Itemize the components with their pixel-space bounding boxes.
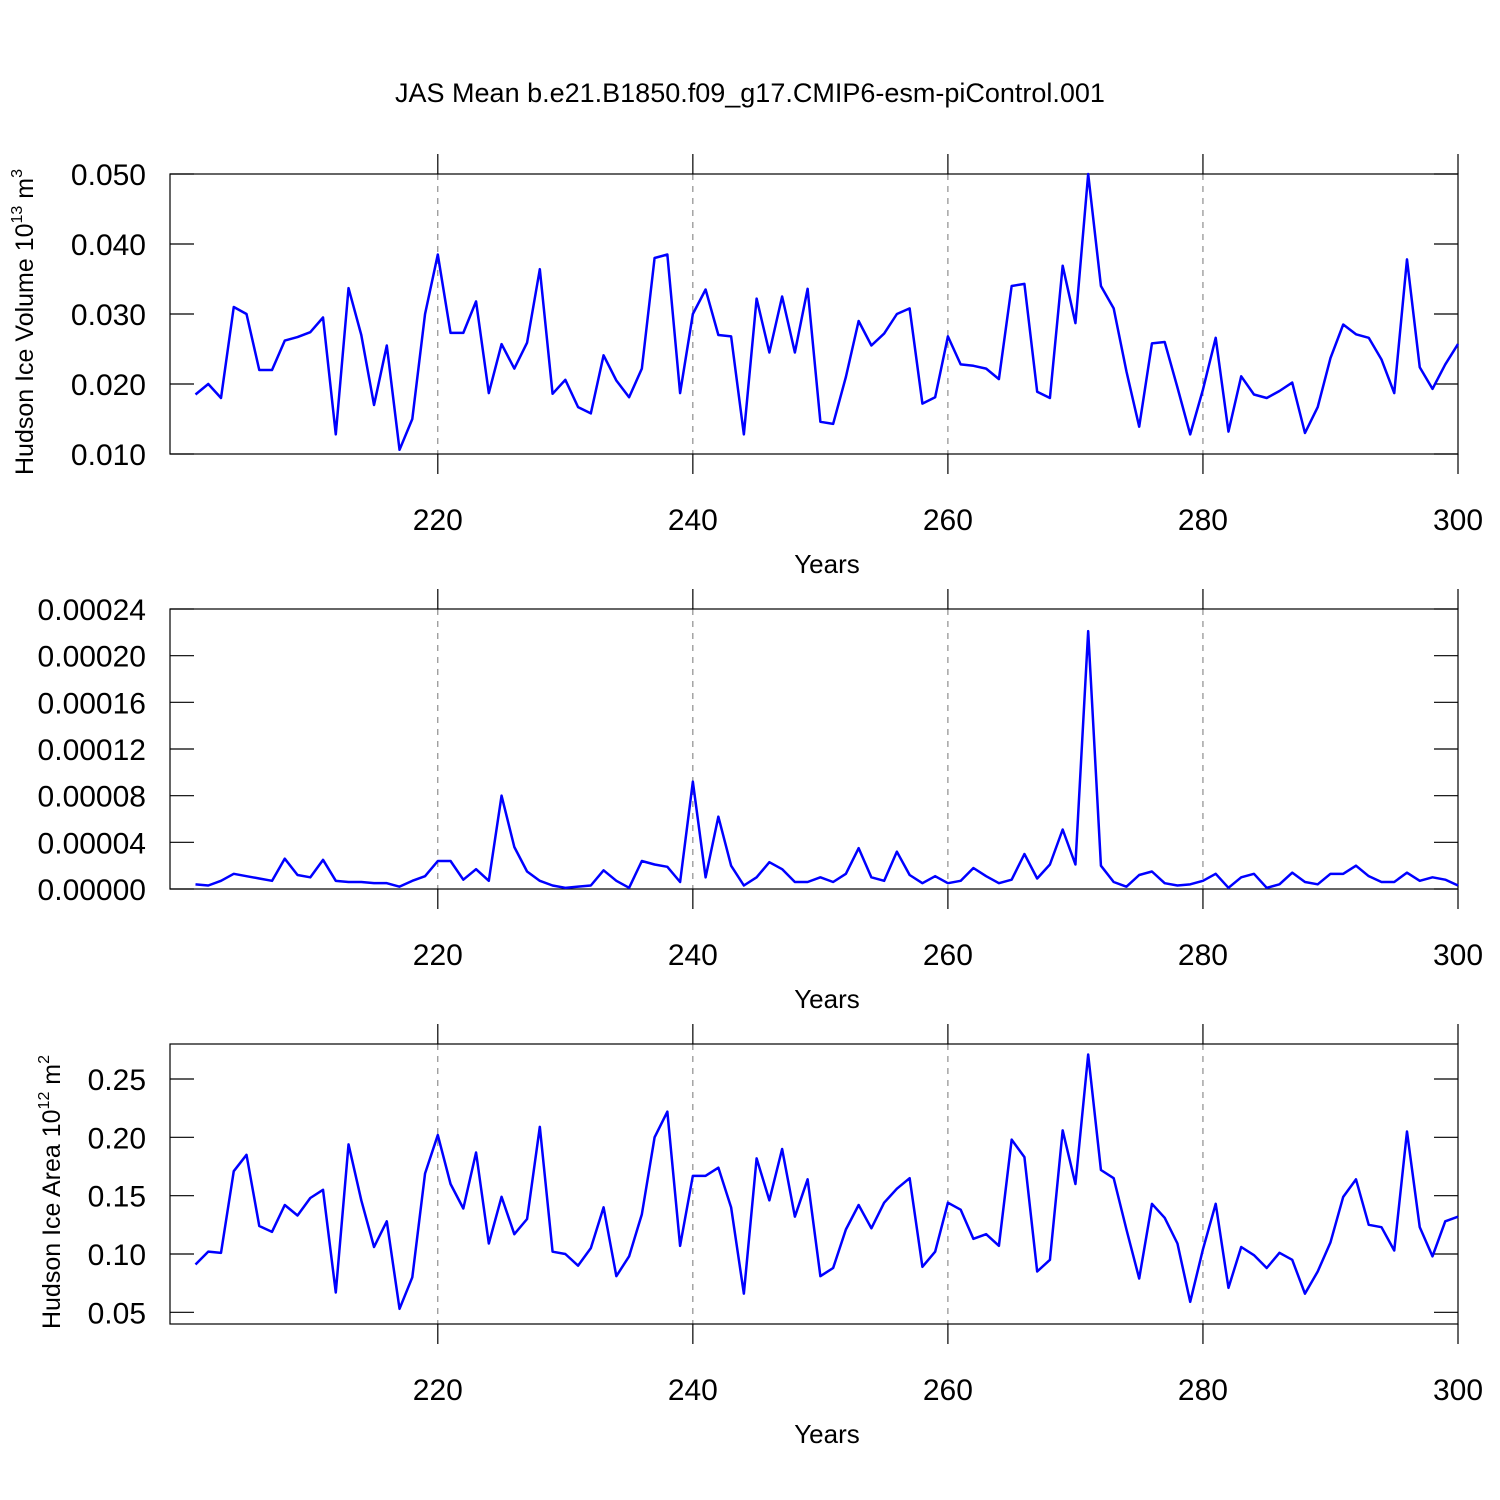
y-axis-label-part: Hudson Ice Volume 10 [11,223,39,475]
x-tick-label: 280 [1178,1374,1228,1407]
y-tick-label: 0.00008 [38,781,146,814]
y-tick-label: 0.10 [88,1239,146,1272]
x-tick-label: 260 [923,504,973,537]
x-tick-label: 300 [1433,1374,1483,1407]
data-line [194,172,1460,452]
y-tick-label: 0.00024 [38,594,146,627]
y-axis-label-part: m [38,1064,66,1092]
y-axis-label-superscript: 12 [36,1092,53,1110]
y-axis-label: Hudson Ice Volume 1013 m3 [9,169,39,475]
x-tick-label: 240 [668,939,718,972]
y-tick-label: 0.020 [71,369,146,402]
data-line [194,1053,1459,1311]
y-tick-label: 0.010 [71,439,146,472]
data-line [195,629,1459,890]
x-tick-label: 220 [413,1374,463,1407]
y-tick-label: 0.030 [71,299,146,332]
y-tick-label: 0.00020 [38,641,146,674]
y-tick-label: 0.20 [88,1122,146,1155]
y-axis-label: Hudson Ice Area 1012 m2 [36,1055,66,1329]
y-tick-label: 0.15 [88,1181,146,1214]
plot-frame [169,1043,1459,1325]
x-tick-label: 300 [1433,939,1483,972]
y-tick-label: 0.00004 [38,827,146,860]
plot-frame [169,608,1459,890]
y-tick-label: 0.00016 [38,687,146,720]
x-tick-label: 260 [923,1374,973,1407]
y-tick-label: 0.25 [88,1064,146,1097]
y-axis-label-superscript: 13 [9,206,26,224]
x-tick-label: 260 [923,939,973,972]
x-tick-label: 220 [413,939,463,972]
y-tick-label: 0.00012 [38,734,146,767]
y-axis-label-part: Hudson Ice Area 10 [38,1109,66,1329]
figure-title: JAS Mean b.e21.B1850.f09_g17.CMIP6-esm-p… [395,78,1105,108]
x-tick-label: 280 [1178,939,1228,972]
x-axis-label: Years [794,549,860,579]
x-axis-label: Years [794,984,860,1014]
y-axis-label-part: m [11,178,39,206]
y-axis-label: Hudson Snow Volume 1013 m3 [0,589,4,924]
x-axis-label: Years [794,1419,860,1449]
x-tick-label: 280 [1178,504,1228,537]
x-tick-label: 220 [413,504,463,537]
y-tick-label: 0.05 [88,1297,146,1330]
plot-frame [169,173,1459,455]
x-tick-label: 240 [668,504,718,537]
x-tick-label: 300 [1433,504,1483,537]
y-axis-label-superscript: 2 [36,1055,53,1064]
x-tick-label: 240 [668,1374,718,1407]
y-tick-label: 0.00000 [38,874,146,907]
y-axis-label-part: Hudson Snow Volume 10 [0,644,4,925]
y-axis-label-superscript: 3 [9,169,26,178]
y-axis-label-part: m [0,598,4,626]
y-tick-label: 0.040 [71,229,146,262]
y-tick-label: 0.050 [71,159,146,192]
